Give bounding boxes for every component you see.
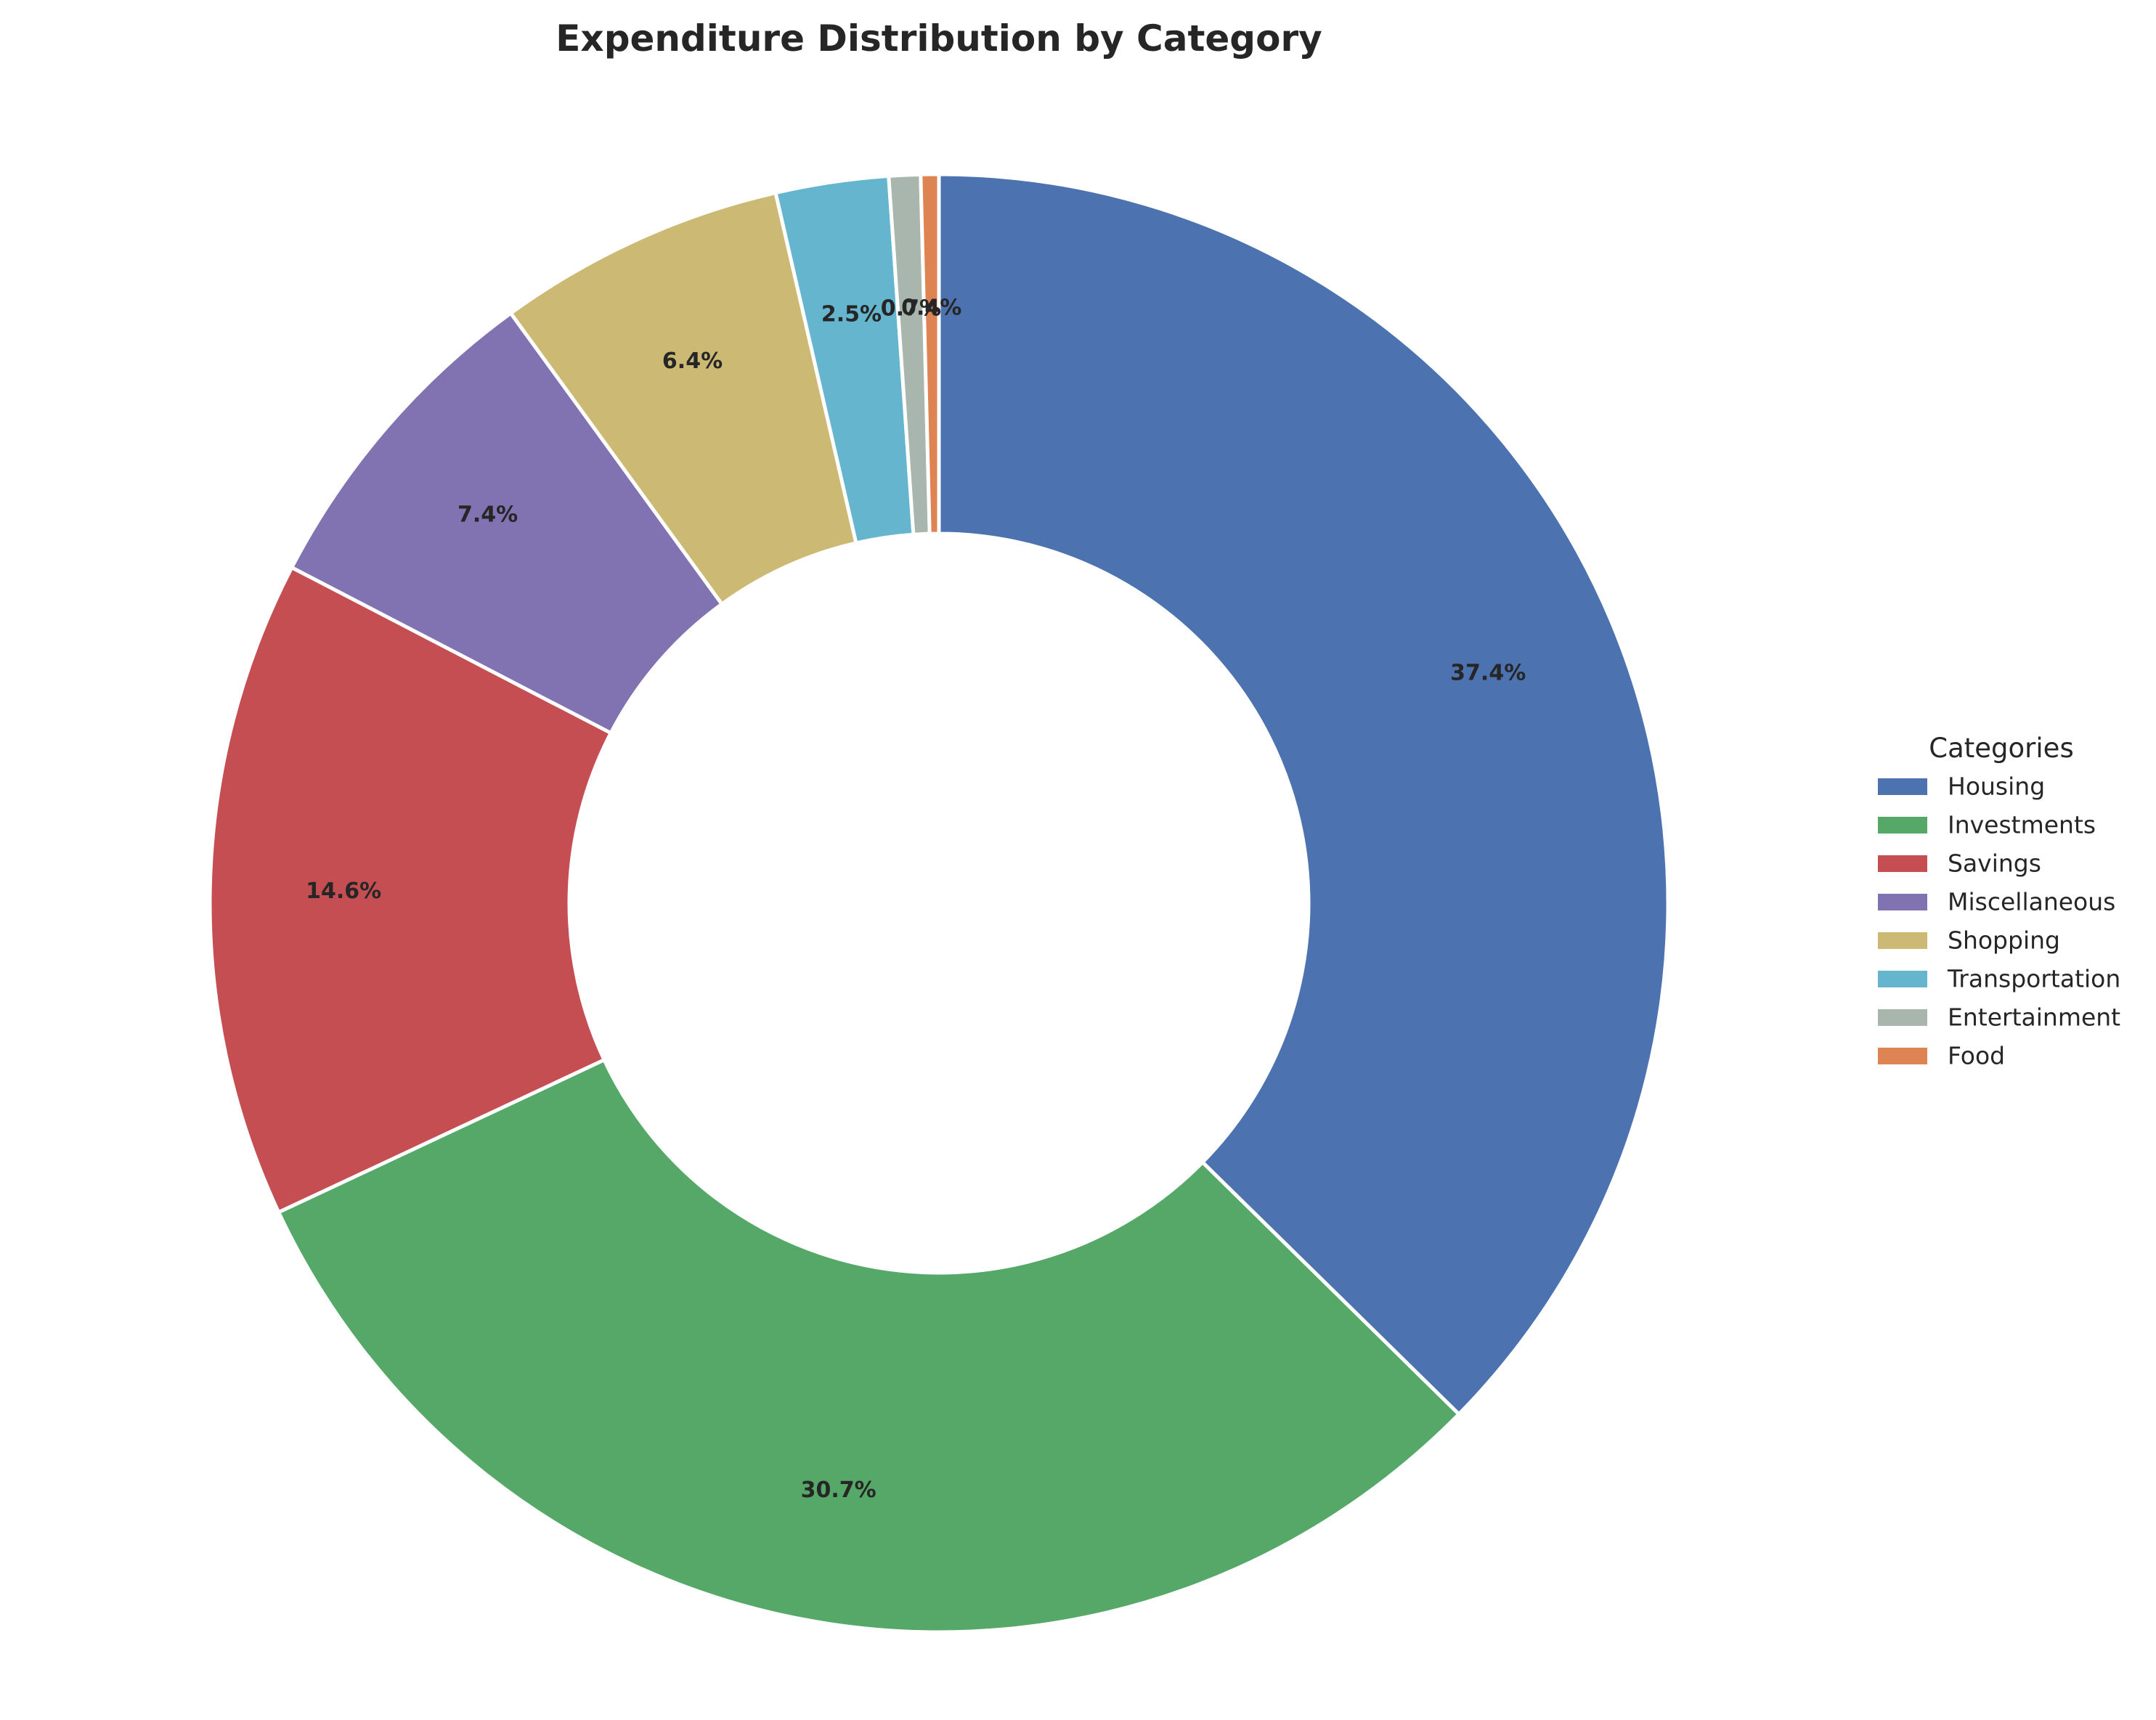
legend-swatch-housing: [1878, 778, 1927, 795]
slice-savings: [208, 566, 613, 1215]
percent-labels: 37.4% 30.7% 14.6% 7.4% 6.4% 2.5%0.7%0.4%: [306, 296, 1526, 1503]
legend-swatch-entertainment: [1878, 1009, 1927, 1026]
legend-swatch-food: [1878, 1048, 1927, 1064]
legend-label-transportation: Transportation: [1947, 965, 2120, 993]
legend-label-food: Food: [1948, 1042, 2005, 1070]
pct-label-shopping: 6.4%: [662, 349, 723, 374]
legend-label-miscellaneous: Miscellaneous: [1948, 888, 2115, 916]
legend-swatch-shopping: [1878, 932, 1927, 949]
legend-swatch-transportation: [1878, 971, 1927, 987]
pct-label-housing: 37.4%: [1450, 660, 1526, 685]
pct-label-transportation: 2.5%: [821, 301, 882, 327]
legend-label-savings: Savings: [1948, 849, 2041, 878]
legend: Categories Housing Investments Savings Misc…: [1878, 733, 2120, 1070]
pct-label-food: 0.4%: [901, 296, 961, 321]
pct-label-investments: 30.7%: [801, 1478, 876, 1503]
chart-title: Expenditure Distribution by Category: [556, 17, 1322, 60]
slice-investments: [277, 1058, 1461, 1634]
pct-label-savings: 14.6%: [306, 879, 381, 904]
donut-chart: [208, 172, 1670, 1634]
slice-food: [919, 172, 941, 536]
pct-label-entertainment: 0.7%: [881, 296, 941, 321]
slice-housing: [937, 172, 1670, 1417]
legend-swatch-savings: [1878, 855, 1927, 872]
legend-label-housing: Housing: [1948, 773, 2045, 801]
legend-title: Categories: [1929, 733, 2073, 764]
legend-swatch-miscellaneous: [1878, 894, 1927, 910]
legend-swatch-investments: [1878, 817, 1927, 833]
legend-label-shopping: Shopping: [1948, 926, 2060, 955]
legend-label-entertainment: Entertainment: [1948, 1003, 2120, 1032]
slice-miscellaneous: [290, 311, 724, 735]
slice-shopping: [508, 191, 858, 606]
pct-label-miscellaneous: 7.4%: [457, 502, 518, 527]
legend-label-investments: Investments: [1948, 811, 2096, 839]
